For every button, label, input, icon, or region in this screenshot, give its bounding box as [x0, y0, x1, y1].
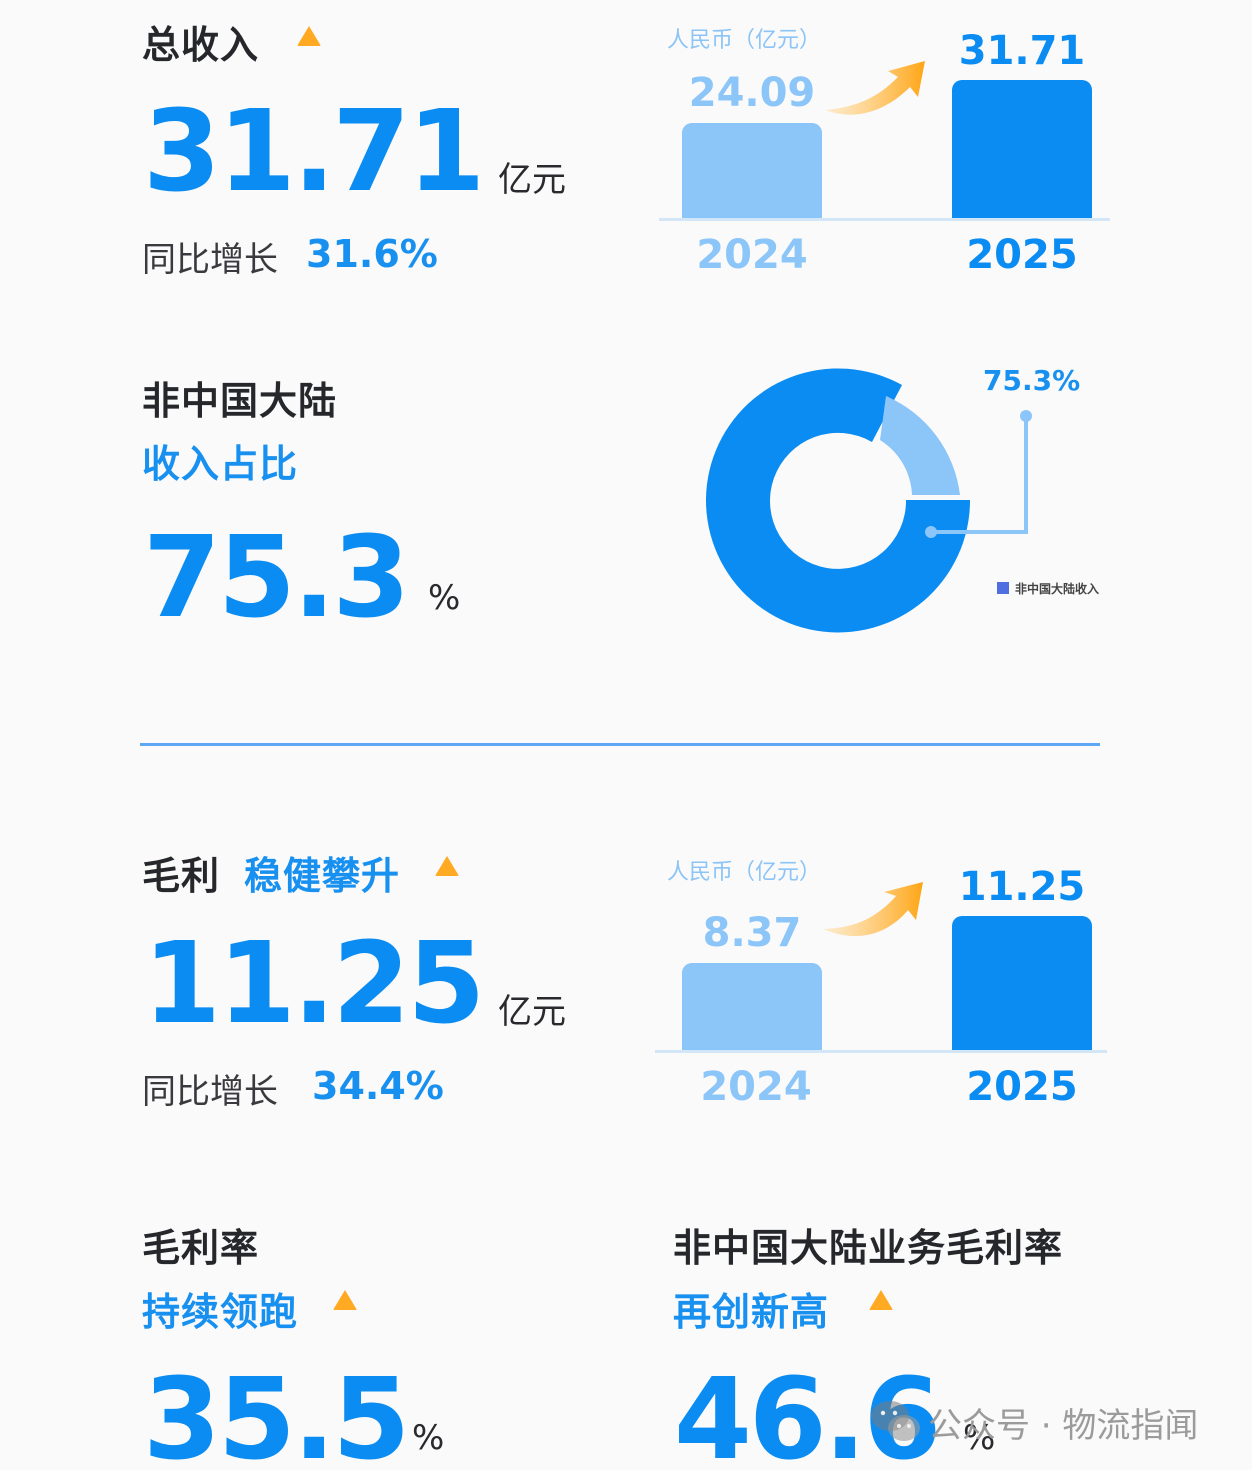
gross-margin-unit: %	[412, 1418, 445, 1458]
bar-value-2025: 11.25	[958, 864, 1086, 910]
revenue-unit: 亿元	[498, 160, 566, 200]
chart-unit-label: 人民币（亿元）	[667, 28, 822, 53]
up-triangle-icon	[333, 1290, 357, 1310]
overseas-share-subtitle: 收入占比	[142, 442, 299, 486]
bar-value-2024: 24.09	[688, 70, 816, 116]
gross-profit-unit: 亿元	[498, 992, 566, 1032]
year-label-2025: 2025	[966, 232, 1078, 278]
gross-margin-title: 毛利率	[142, 1226, 260, 1270]
growth-arrow-icon	[825, 61, 925, 115]
chart-unit-label: 人民币（亿元）	[667, 860, 822, 885]
up-triangle-icon	[435, 856, 459, 876]
bar-2025	[952, 80, 1092, 220]
overseas-donut-chart: 75.3% 非中国大陆收入	[690, 350, 1120, 640]
gross-profit-growth-label: 同比增长	[142, 1072, 278, 1112]
overseas-share-value: 75.3	[143, 513, 410, 643]
overseas-margin-unit: %	[963, 1418, 996, 1458]
gross-profit-value: 11.25	[143, 919, 485, 1049]
bar-2024	[682, 963, 822, 1052]
year-label-2024: 2024	[696, 232, 808, 278]
revenue-title: 总收入	[142, 23, 260, 67]
donut-segment-other	[880, 396, 960, 495]
section-divider	[140, 743, 1100, 746]
year-label-2024: 2024	[700, 1064, 812, 1110]
chart-baseline	[659, 218, 1110, 221]
overseas-margin-title: 非中国大陆业务毛利率	[673, 1226, 1064, 1270]
chart-baseline	[655, 1050, 1107, 1053]
overseas-margin-subtitle: 再创新高	[673, 1290, 830, 1334]
up-triangle-icon	[869, 1290, 893, 1310]
bar-value-2024: 8.37	[702, 910, 802, 956]
overseas-share-title: 非中国大陆	[142, 379, 338, 423]
donut-segment-overseas	[706, 368, 971, 633]
year-label-2025: 2025	[966, 1064, 1078, 1110]
gross-profit-bar-chart: 人民币（亿元） 8.37 11.25 2024 2025	[640, 840, 1120, 1120]
bar-value-2025: 31.71	[958, 28, 1086, 74]
gross-margin-value: 35.5	[143, 1355, 410, 1470]
wechat-icon	[871, 1401, 920, 1441]
gross-profit-subtitle: 稳健攀升	[244, 854, 401, 898]
donut-percent-label: 75.3%	[983, 364, 1081, 397]
revenue-bar-chart: 人民币（亿元） 24.09 31.71 2024 2025	[640, 0, 1120, 290]
overseas-share-unit: %	[428, 578, 461, 618]
bar-2024	[682, 123, 822, 220]
revenue-growth-label: 同比增长	[142, 240, 278, 280]
revenue-growth-value: 31.6%	[306, 232, 438, 276]
legend-square-icon	[997, 582, 1009, 594]
bar-2025	[952, 916, 1092, 1052]
up-triangle-icon	[297, 26, 321, 46]
growth-arrow-icon	[823, 882, 923, 937]
gross-profit-title: 毛利	[142, 854, 221, 898]
gross-margin-subtitle: 持续领跑	[142, 1290, 299, 1334]
gross-profit-growth-value: 34.4%	[312, 1064, 444, 1108]
donut-legend-label: 非中国大陆收入	[1015, 582, 1100, 596]
watermark-text: 公众号 · 物流指闻	[928, 1406, 1199, 1446]
revenue-value: 31.71	[143, 87, 485, 217]
